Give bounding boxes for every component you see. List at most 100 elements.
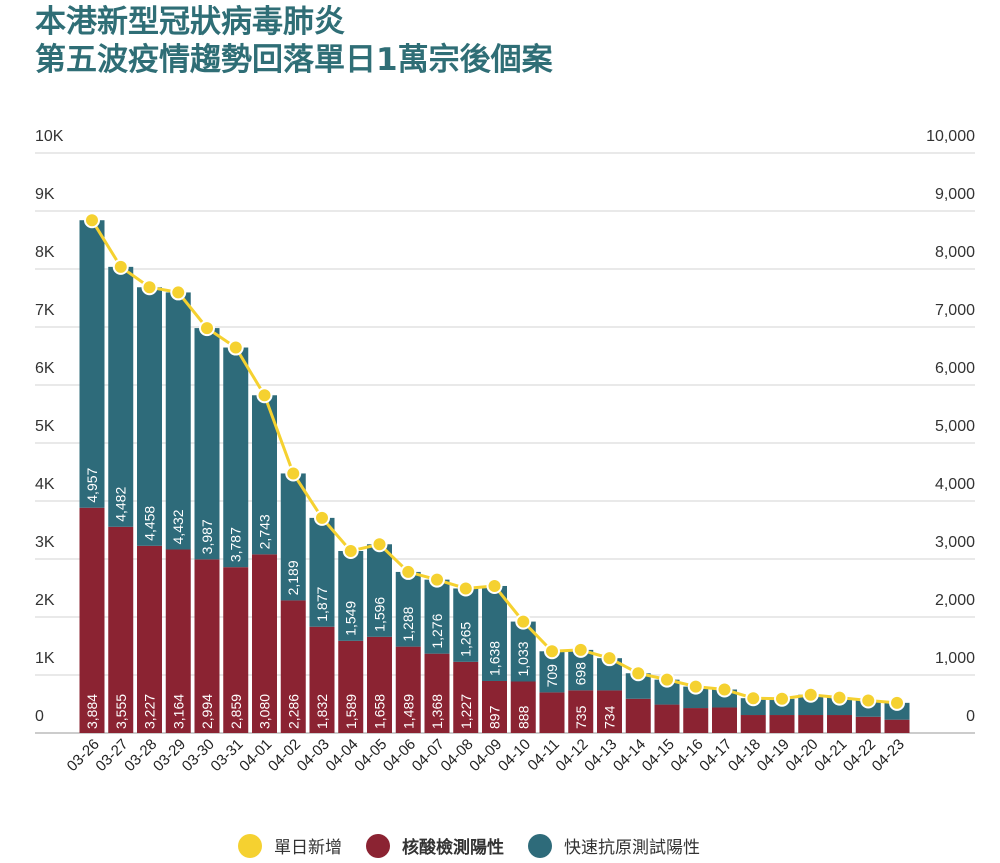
point-daily [342, 542, 359, 559]
data-label-rat: 1,276 [429, 613, 445, 648]
bar-pcr [108, 526, 134, 733]
y-left-tick-label: 7K [35, 302, 55, 319]
point-daily [687, 678, 704, 695]
legend-item-rat: 快速抗原測試陽性 [528, 833, 700, 858]
y-right-tick-label: 0 [966, 708, 975, 725]
point-daily [544, 643, 560, 660]
point-daily [400, 563, 417, 580]
point-daily [515, 613, 532, 630]
y-left-tick-label: 9K [35, 186, 55, 203]
data-label-pcr: 1,658 [372, 694, 388, 729]
x-tick-label: 04-09 [466, 736, 505, 775]
bar-rat [194, 328, 220, 560]
point-daily [659, 671, 675, 688]
bar-pcr [280, 600, 306, 733]
bar-rat [165, 292, 191, 550]
data-label-pcr: 735 [573, 705, 589, 729]
legend: 單日新增 核酸檢測陽性 快速抗原測試陽性 [238, 833, 724, 858]
data-label-pcr: 2,286 [285, 694, 301, 729]
point-daily [429, 571, 445, 588]
bar-rat [683, 686, 709, 709]
data-label-pcr: 2,994 [199, 694, 215, 729]
point-daily [486, 577, 503, 594]
y-right-tick-label: 2,000 [935, 592, 975, 609]
x-tick-label: 04-23 [869, 736, 908, 775]
bar-rat [424, 579, 450, 654]
y-right-tick-label: 7,000 [935, 302, 975, 319]
bar-pcr [769, 715, 795, 733]
legend-label-rat: 快速抗原測試陽性 [564, 838, 700, 858]
x-tick-label: 04-20 [782, 736, 821, 775]
bar-pcr [539, 692, 565, 733]
legend-item-daily: 單日新增 [238, 833, 342, 858]
y-right-tick-label: 8,000 [935, 244, 975, 261]
data-label-pcr: 1,489 [400, 694, 416, 729]
bar-pcr [395, 646, 421, 733]
point-daily [457, 580, 474, 597]
data-label-rat: 1,033 [515, 641, 531, 676]
x-tick-label: 04-03 [294, 736, 333, 775]
point-daily [831, 689, 848, 706]
legend-label-pcr: 核酸檢測陽性 [402, 838, 504, 858]
point-daily [112, 258, 129, 275]
x-tick-label: 04-12 [552, 736, 591, 775]
x-tick-label: 04-02 [265, 736, 304, 775]
bar-pcr [223, 567, 249, 733]
x-tick-label: 04-16 [667, 736, 706, 775]
bar-rat [223, 347, 249, 568]
x-tick-label: 04-15 [639, 736, 678, 775]
data-label-pcr: 1,589 [343, 694, 359, 729]
data-label-rat: 1,288 [400, 606, 416, 641]
x-tick-label: 04-01 [236, 736, 275, 775]
data-label-rat: 4,458 [142, 506, 158, 541]
y-left-tick-label: 1K [35, 650, 55, 667]
bar-pcr [683, 708, 709, 733]
bar-pcr [712, 707, 737, 733]
legend-swatch-pcr [366, 833, 390, 858]
x-tick-label: 03-30 [179, 736, 218, 775]
point-daily [802, 686, 819, 703]
legend-swatch-rat [528, 833, 552, 858]
point-daily [774, 690, 790, 707]
data-label-pcr: 3,555 [113, 694, 129, 729]
bar-pcr [252, 554, 277, 733]
data-label-pcr: 3,227 [142, 694, 158, 729]
point-daily [141, 279, 158, 296]
data-label-pcr: 888 [515, 705, 531, 729]
data-label-rat: 4,957 [84, 467, 100, 502]
point-daily [889, 694, 905, 711]
x-tick-label: 03-28 [121, 736, 160, 775]
y-left-tick-label: 0 [35, 708, 44, 725]
point-daily [860, 692, 877, 709]
data-label-rat: 1,596 [372, 597, 388, 632]
bar-pcr [855, 716, 881, 733]
data-label-rat: 1,549 [343, 601, 359, 636]
x-tick-label: 04-07 [409, 736, 448, 775]
point-daily [630, 665, 647, 682]
x-tick-label: 04-13 [581, 736, 620, 775]
point-daily [199, 320, 215, 337]
data-label-pcr: 3,164 [170, 694, 186, 729]
y-left-tick-label: 2K [35, 592, 55, 609]
data-label-rat: 1,265 [458, 622, 474, 657]
data-label-rat: 3,787 [228, 527, 244, 562]
x-tick-label: 03-31 [207, 736, 246, 775]
data-label-rat: 4,432 [170, 509, 186, 544]
x-tick-label: 03-29 [150, 736, 189, 775]
point-daily [256, 387, 273, 404]
bar-pcr [194, 559, 220, 733]
bar-rat [482, 585, 507, 681]
bar-pcr [309, 626, 335, 733]
data-label-rat: 2,189 [285, 560, 301, 595]
x-tick-label: 04-08 [437, 736, 476, 775]
bar-pcr [740, 715, 766, 733]
legend-swatch-daily [238, 833, 262, 858]
x-tick-label: 04-22 [840, 736, 879, 775]
bar-pcr [568, 690, 594, 733]
data-label-rat: 2,743 [257, 514, 273, 549]
y-right-tick-label: 3,000 [935, 534, 975, 551]
bar-rat [798, 694, 824, 716]
y-left-tick-label: 4K [35, 476, 55, 493]
bar-pcr [367, 636, 392, 733]
